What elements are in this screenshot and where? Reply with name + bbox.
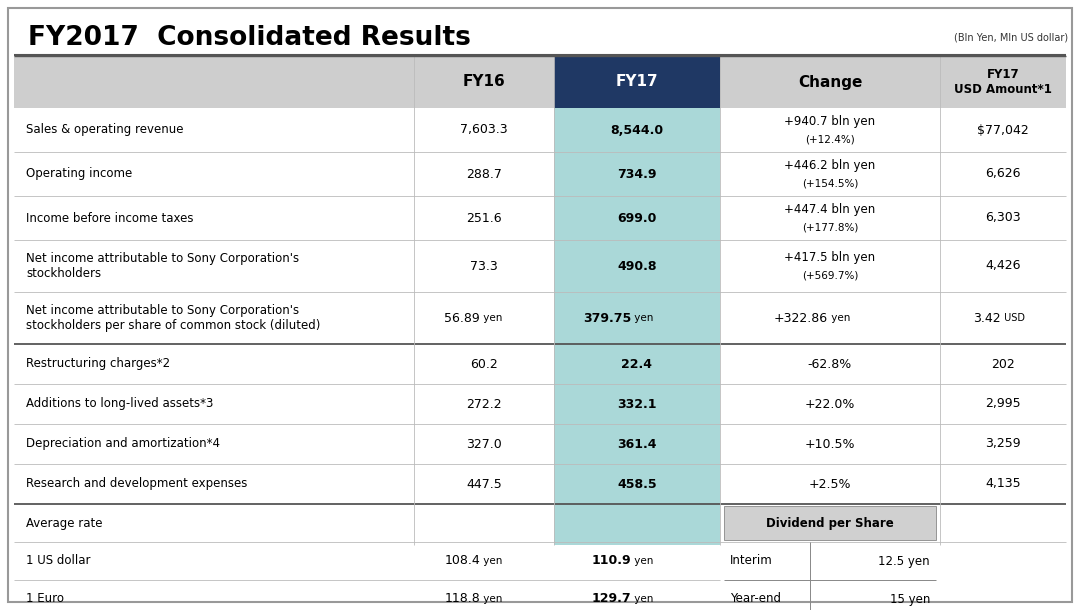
Text: Dividend per Share: Dividend per Share: [766, 517, 894, 529]
Text: +2.5%: +2.5%: [809, 478, 851, 490]
Text: +417.5 bln yen: +417.5 bln yen: [784, 251, 876, 265]
Text: 15 yen: 15 yen: [890, 592, 930, 606]
Text: (Bln Yen, Mln US dollar): (Bln Yen, Mln US dollar): [954, 32, 1068, 42]
Bar: [554, 108, 720, 545]
Bar: [724, 506, 936, 540]
Bar: [720, 56, 940, 108]
Text: 251.6: 251.6: [467, 212, 502, 224]
Text: yen: yen: [480, 313, 502, 323]
Text: 734.9: 734.9: [618, 168, 657, 181]
Text: Operating income: Operating income: [26, 168, 132, 181]
Text: $77,042: $77,042: [977, 123, 1029, 137]
Text: Sales & operating revenue: Sales & operating revenue: [26, 123, 184, 137]
Text: Average rate: Average rate: [26, 517, 103, 529]
Bar: [14, 56, 414, 108]
Text: 56.89: 56.89: [444, 312, 480, 325]
Text: Year-end: Year-end: [730, 592, 781, 606]
Text: 490.8: 490.8: [618, 259, 657, 273]
Text: 4,426: 4,426: [985, 259, 1021, 273]
Text: 60.2: 60.2: [470, 357, 498, 370]
Text: Net income attributable to Sony Corporation's
stockholders: Net income attributable to Sony Corporat…: [26, 252, 299, 280]
Text: FY16: FY16: [462, 74, 505, 90]
Text: (+569.7%): (+569.7%): [801, 270, 859, 280]
Text: Change: Change: [798, 74, 862, 90]
Text: +22.0%: +22.0%: [805, 398, 855, 411]
Text: 272.2: 272.2: [467, 398, 502, 411]
Text: 3.42: 3.42: [973, 312, 1001, 325]
Text: 379.75: 379.75: [583, 312, 631, 325]
Text: Restructuring charges*2: Restructuring charges*2: [26, 357, 171, 370]
Text: 12.5 yen: 12.5 yen: [878, 554, 930, 567]
Text: 6,626: 6,626: [985, 168, 1021, 181]
Bar: [414, 56, 554, 108]
Text: 332.1: 332.1: [618, 398, 657, 411]
Text: Net income attributable to Sony Corporation's
stockholders per share of common s: Net income attributable to Sony Corporat…: [26, 304, 321, 332]
Text: 118.8: 118.8: [444, 592, 480, 606]
Text: -62.8%: -62.8%: [808, 357, 852, 370]
Text: yen: yen: [480, 594, 502, 604]
Text: yen: yen: [828, 313, 850, 323]
Bar: [554, 56, 720, 108]
Text: 110.9: 110.9: [592, 554, 631, 567]
Text: Additions to long-lived assets*3: Additions to long-lived assets*3: [26, 398, 214, 411]
Text: 288.7: 288.7: [467, 168, 502, 181]
Text: 458.5: 458.5: [617, 478, 657, 490]
Text: +447.4 bln yen: +447.4 bln yen: [784, 204, 876, 217]
Text: 73.3: 73.3: [470, 259, 498, 273]
Text: (+177.8%): (+177.8%): [801, 222, 859, 232]
Text: Research and development expenses: Research and development expenses: [26, 478, 247, 490]
Text: 2,995: 2,995: [985, 398, 1021, 411]
Text: 108.4: 108.4: [444, 554, 480, 567]
Bar: [940, 56, 1066, 108]
Text: FY17: FY17: [616, 74, 659, 90]
Text: 3,259: 3,259: [985, 437, 1021, 451]
Text: +322.86: +322.86: [774, 312, 828, 325]
Text: yen: yen: [631, 594, 653, 604]
Text: yen: yen: [631, 556, 653, 566]
Text: yen: yen: [631, 313, 653, 323]
Text: (+12.4%): (+12.4%): [805, 134, 855, 144]
Text: 7,603.3: 7,603.3: [460, 123, 508, 137]
Text: Income before income taxes: Income before income taxes: [26, 212, 193, 224]
Text: 447.5: 447.5: [467, 478, 502, 490]
Text: 1 US dollar: 1 US dollar: [26, 554, 91, 567]
Text: 361.4: 361.4: [618, 437, 657, 451]
Text: FY17
USD Amount*1: FY17 USD Amount*1: [954, 68, 1052, 96]
Text: 202: 202: [991, 357, 1015, 370]
Text: +446.2 bln yen: +446.2 bln yen: [784, 159, 876, 173]
Text: Interim: Interim: [730, 554, 773, 567]
Text: 699.0: 699.0: [618, 212, 657, 224]
Text: yen: yen: [480, 556, 502, 566]
Text: +10.5%: +10.5%: [805, 437, 855, 451]
Text: 4,135: 4,135: [985, 478, 1021, 490]
Text: 6,303: 6,303: [985, 212, 1021, 224]
Text: USD: USD: [1001, 313, 1025, 323]
Text: FY2017  Consolidated Results: FY2017 Consolidated Results: [28, 25, 471, 51]
Text: 129.7: 129.7: [592, 592, 631, 606]
Text: 22.4: 22.4: [621, 357, 652, 370]
Text: (+154.5%): (+154.5%): [801, 178, 859, 188]
Text: Depreciation and amortization*4: Depreciation and amortization*4: [26, 437, 220, 451]
Text: 327.0: 327.0: [467, 437, 502, 451]
Text: +940.7 bln yen: +940.7 bln yen: [784, 115, 876, 129]
Text: 1 Euro: 1 Euro: [26, 592, 64, 606]
Text: 8,544.0: 8,544.0: [610, 123, 663, 137]
